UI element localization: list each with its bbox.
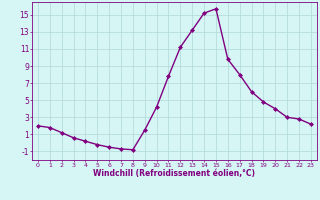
X-axis label: Windchill (Refroidissement éolien,°C): Windchill (Refroidissement éolien,°C) (93, 169, 255, 178)
